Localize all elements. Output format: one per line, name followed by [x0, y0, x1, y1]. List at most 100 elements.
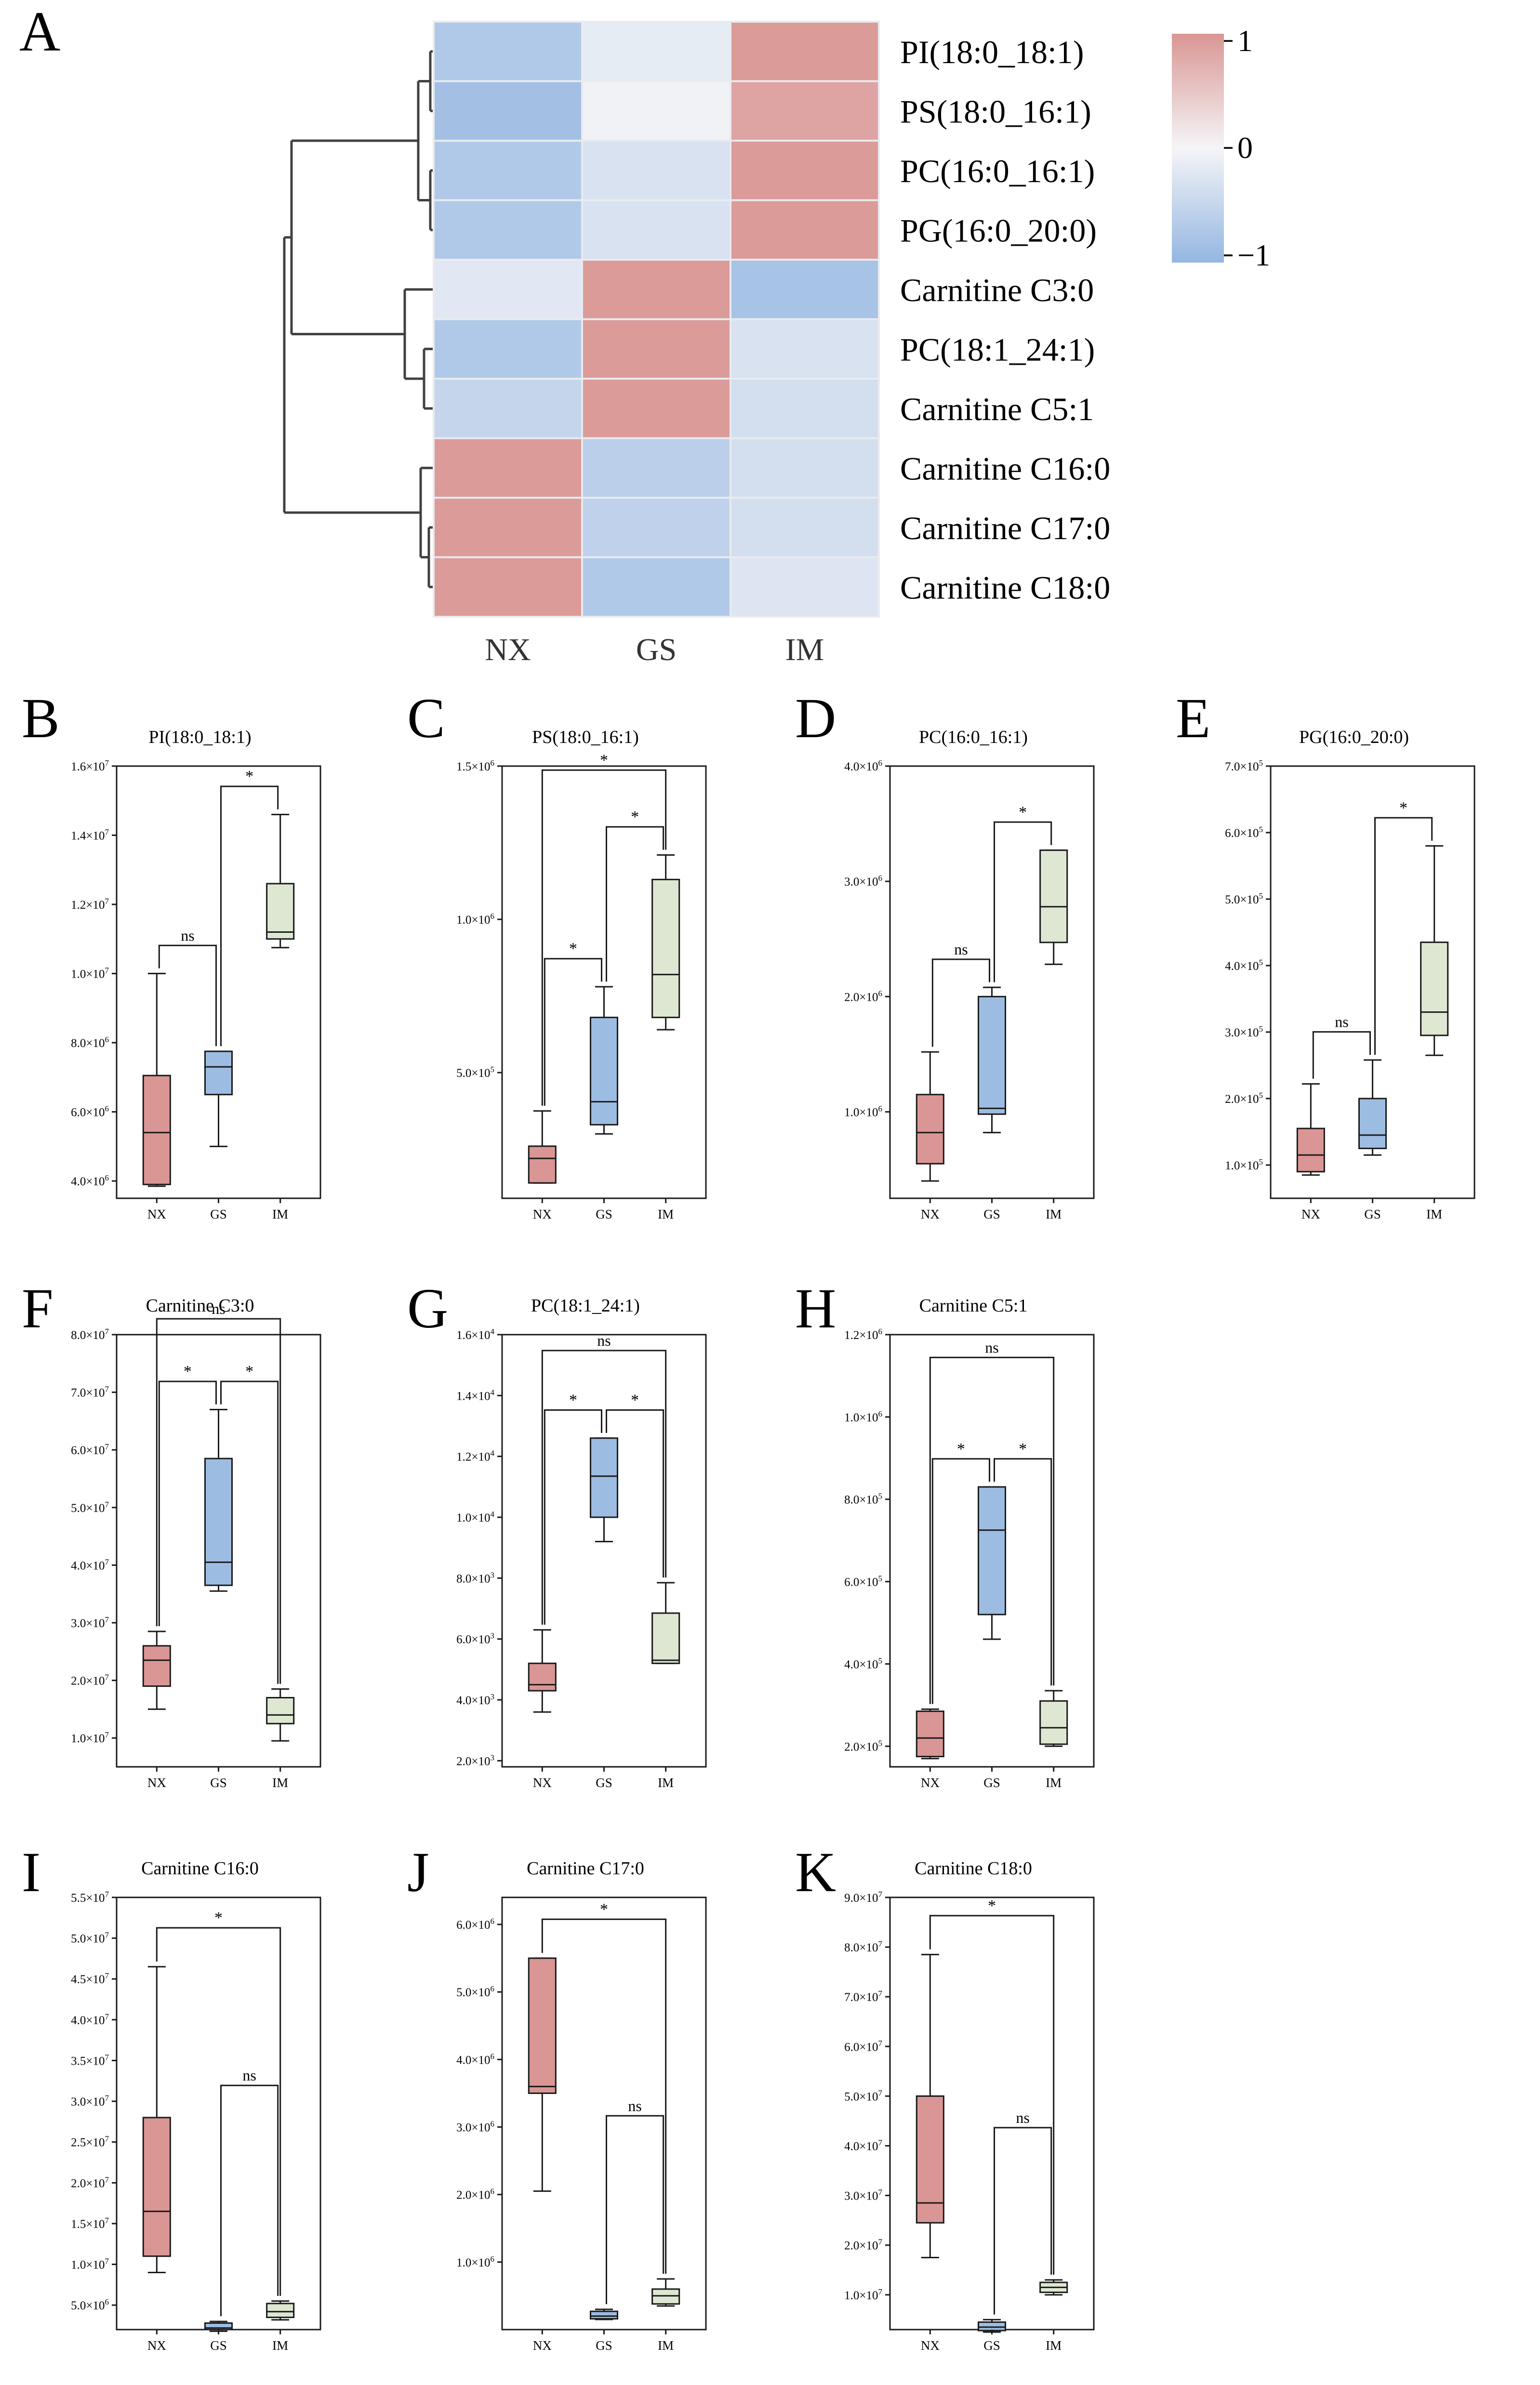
heatmap-cell — [731, 261, 878, 318]
significance-label: * — [1399, 799, 1407, 817]
box-nx — [142, 1645, 171, 1687]
x-tick-label: NX — [533, 1207, 552, 1221]
y-tick-label: 2.0×107 — [844, 2238, 882, 2252]
y-tick-label: 6.0×107 — [844, 2039, 882, 2054]
dendrogram — [283, 50, 434, 588]
y-tick-label: 6.0×107 — [71, 1442, 109, 1457]
heatmap-cell — [583, 23, 730, 80]
chart-title: Carnitine C5:1 — [919, 1296, 1028, 1316]
significance-label: * — [245, 768, 253, 785]
box-nx — [916, 1094, 944, 1165]
panel-label-f: F — [22, 1277, 53, 1340]
box-gs — [977, 2321, 1007, 2332]
chart-title: PC(18:1_24:1) — [531, 1296, 640, 1316]
colorbar-gradient — [1172, 34, 1224, 263]
y-tick-label: 5.0×107 — [844, 2088, 882, 2103]
panel-h: H Carnitine C5:1 2.0×105 4.0×105 6.0×105 8.0×… — [795, 1277, 1095, 1790]
y-tick-label: 1.2×107 — [71, 897, 109, 912]
heatmap-cell — [583, 320, 730, 378]
y-tick-label: 2.0×107 — [71, 1673, 109, 1688]
panel-f: F Carnitine C3:0 1.0×107 2.0×107 3.0×107 4.0×… — [22, 1277, 321, 1790]
chart-title: PC(16:0_16:1) — [919, 727, 1028, 747]
significance-bracket — [994, 2127, 1052, 2315]
heatmap-row-label: PC(18:1_24:1) — [900, 331, 1095, 368]
panel-e: E PG(16:0_20:0) 1.0×105 2.0×105 3.0×105 4.0×1… — [1176, 687, 1475, 1221]
x-tick-label: IM — [272, 1776, 288, 1790]
y-tick-label: 3.0×107 — [71, 1615, 109, 1630]
y-tick-label: 1.4×104 — [456, 1388, 494, 1403]
heatmap-cell — [731, 201, 878, 259]
significance-bracket — [931, 958, 990, 1047]
heatmap-row-label: Carnitine C5:1 — [900, 391, 1094, 427]
box-nx — [528, 1145, 557, 1184]
panel-i: I Carnitine C16:0 5.0×106 1.0×107 1.5×107 2.0… — [22, 1841, 321, 2353]
significance-label: * — [214, 1909, 223, 1927]
box-plot-panels: B PI(18:0_18:1) 4.0×106 6.0×106 8.0×106 1.0×1… — [22, 687, 1475, 2353]
y-tick-label: 6.0×106 — [456, 1917, 494, 1932]
y-tick-label: 1.0×107 — [71, 1730, 109, 1745]
x-tick-label: GS — [596, 2338, 612, 2353]
heatmap-cell — [731, 142, 878, 199]
y-tick-label: 7.0×105 — [1225, 758, 1263, 773]
panel-label-b: B — [22, 687, 60, 750]
y-tick-label: 5.0×106 — [71, 2297, 109, 2312]
significance-label: * — [1019, 1440, 1027, 1458]
heatmap-row-label: Carnitine C18:0 — [900, 569, 1110, 606]
heatmap — [433, 21, 880, 618]
x-tick-label: IM — [1046, 1776, 1062, 1790]
heatmap-cell — [435, 380, 581, 437]
significance-bracket — [994, 1458, 1052, 1686]
y-tick-label: 2.5×107 — [71, 2134, 109, 2149]
y-tick-label: 8.0×103 — [456, 1570, 494, 1585]
y-tick-label: 1.2×104 — [456, 1449, 494, 1464]
x-tick-label: GS — [983, 1776, 1000, 1790]
significance-label: ns — [1016, 2109, 1029, 2126]
significance-label: ns — [954, 941, 968, 958]
heatmap-cell — [435, 23, 581, 80]
box-gs — [204, 1458, 233, 1586]
y-tick-label: 2.0×107 — [71, 2175, 109, 2190]
panel-b: B PI(18:0_18:1) 4.0×106 6.0×106 8.0×106 1.0×1… — [22, 687, 321, 1221]
y-tick-label: 4.0×105 — [844, 1656, 882, 1671]
chart-title: PS(18:0_16:1) — [532, 727, 639, 747]
significance-bracket — [544, 958, 602, 1106]
x-tick-label: GS — [210, 1207, 227, 1221]
box-im — [651, 878, 680, 1019]
chart-title: Carnitine C16:0 — [141, 1858, 259, 1879]
y-tick-label: 8.0×106 — [71, 1035, 109, 1050]
heatmap-cell — [435, 82, 581, 140]
y-tick-label: 6.0×105 — [844, 1574, 882, 1589]
x-tick-label: GS — [983, 2338, 1000, 2353]
y-tick-label: 4.0×107 — [71, 1557, 109, 1572]
x-tick-label: NX — [921, 1207, 940, 1221]
x-tick-label: GS — [210, 1776, 227, 1790]
y-tick-label: 1.5×107 — [71, 2216, 109, 2231]
y-tick-label: 1.0×106 — [456, 2254, 494, 2269]
panel-k: K Carnitine C18:0 1.0×107 2.0×107 3.0×107 4.0… — [795, 1841, 1095, 2353]
significance-label: * — [600, 1900, 608, 1918]
x-tick-label: NX — [533, 1776, 552, 1790]
panel-label-h: H — [795, 1277, 836, 1340]
significance-label: ns — [242, 2067, 256, 2084]
y-tick-label: 6.0×105 — [1225, 825, 1263, 840]
x-tick-label: IM — [658, 1207, 674, 1221]
heatmap-cell — [435, 201, 581, 259]
panel-d: D PC(16:0_16:1) 1.0×106 2.0×106 3.0×106 4.0×1… — [795, 687, 1095, 1221]
heatmap-column-label: GS — [636, 632, 677, 667]
panel-c: C PS(18:0_16:1) 5.0×105 1.0×106 1.5×106 NX GS I… — [407, 687, 707, 1221]
heatmap-cell — [583, 142, 730, 199]
y-tick-label: 5.0×107 — [71, 1500, 109, 1515]
heatmap-row-labels: PI(18:0_18:1) PS(18:0_16:1) PC(16:0_16:1) P… — [900, 34, 1110, 606]
significance-label: ns — [181, 927, 194, 944]
y-tick-label: 1.4×107 — [71, 828, 109, 843]
significance-label: * — [569, 1391, 577, 1409]
heatmap-cell — [731, 439, 878, 497]
box-im — [266, 1696, 295, 1724]
heatmap-row-label: PI(18:0_18:1) — [900, 34, 1084, 70]
heatmap-cell — [435, 261, 581, 318]
y-tick-label: 1.6×107 — [71, 758, 109, 773]
x-tick-label: NX — [533, 2338, 552, 2353]
colorbar: 1 0 −1 — [1172, 24, 1270, 272]
significance-bracket — [606, 1409, 664, 1578]
x-tick-label: IM — [1046, 1207, 1062, 1221]
